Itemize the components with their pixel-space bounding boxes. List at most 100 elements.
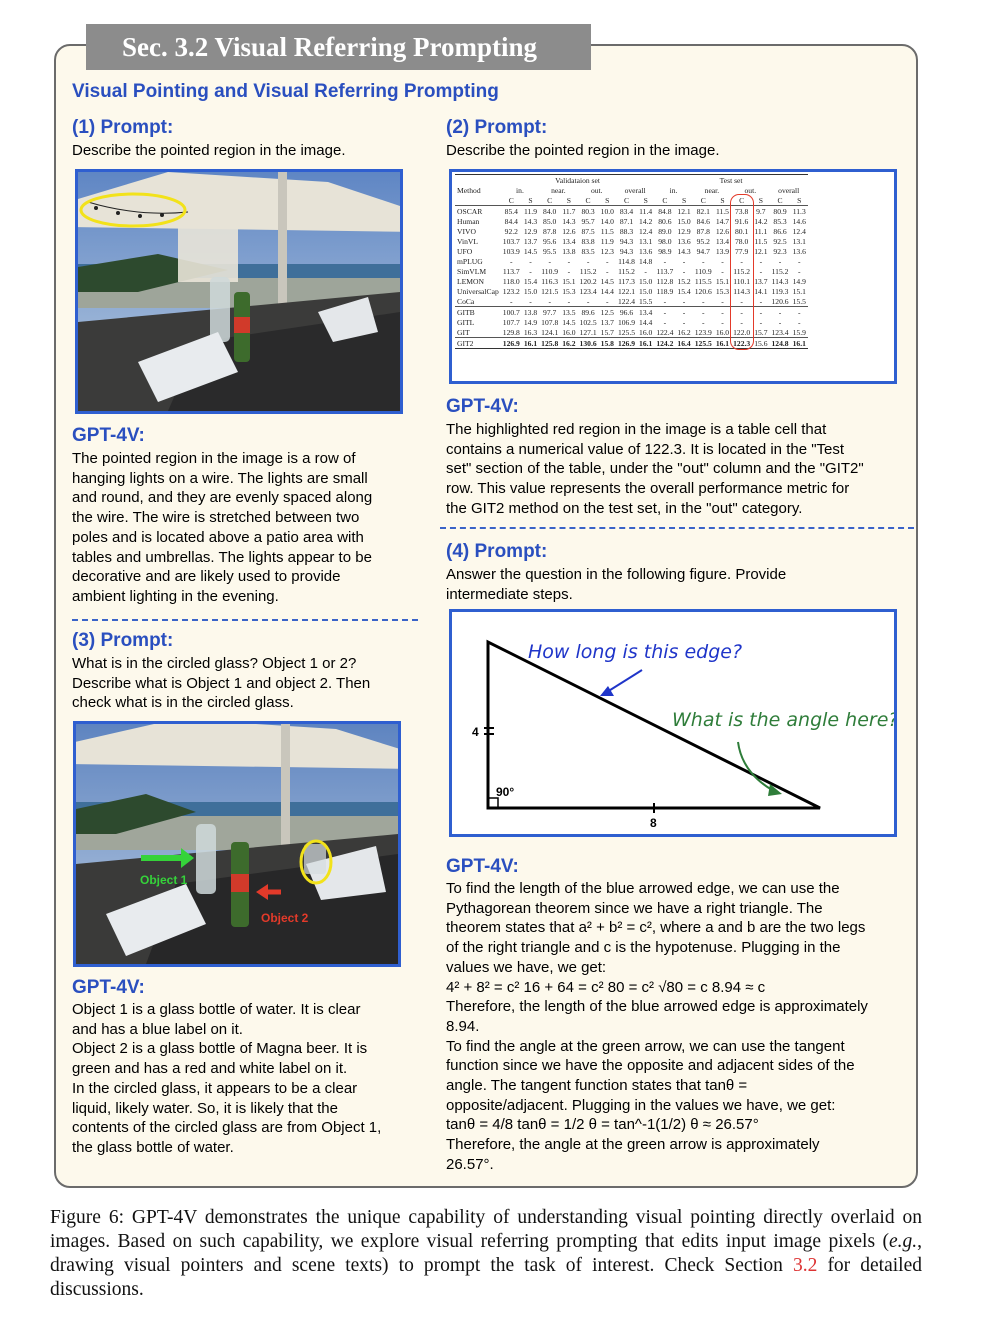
value-cell: - <box>759 266 763 276</box>
val-header: Validataion set <box>500 174 655 185</box>
panel1-prompt-text: Describe the pointed region in the image… <box>72 142 346 159</box>
value-cell: 124.8 <box>769 337 791 349</box>
metric-header: S <box>643 195 648 205</box>
panel1-answer-text: The pointed region in the image is a row… <box>72 450 373 605</box>
table-row: UniversalCap 123.2 15.0 121.5 15.3 123.4 14.4 1… <box>455 286 808 296</box>
metric-header: S <box>605 195 610 205</box>
value-cell: 84.8 <box>654 205 676 216</box>
value-cell: 94.7 <box>696 246 710 256</box>
value-cell: 11.7 <box>560 205 578 216</box>
table-row: GIT 129.8 16.3 124.1 16.0 127.1 15.7 125.5 16.0 1… <box>455 327 808 338</box>
value-cell: - <box>675 306 693 317</box>
value-cell: 92.3 <box>773 246 787 256</box>
value-cell: 115.2 <box>771 266 789 276</box>
value-cell: 83.5 <box>581 246 595 256</box>
value-cell: 82.1 <box>692 205 714 216</box>
table-row: LEMON 118.0 15.4 116.3 15.1 120.2 14.5 117.3 15.… <box>455 276 808 286</box>
value-cell: - <box>797 256 801 266</box>
value-cell: 15.1 <box>562 276 576 286</box>
value-cell: 14.7 <box>715 216 730 226</box>
divider-right <box>440 527 914 529</box>
yellow-circle-glass <box>299 839 333 885</box>
value-cell: - <box>702 256 705 266</box>
value-cell: 77.9 <box>735 246 749 256</box>
value-cell: - <box>731 306 753 317</box>
value-cell: 107.8 <box>541 317 559 327</box>
value-cell: 15.0 <box>523 286 538 296</box>
results-table-image: Method Validataion set Test set in. near.… <box>449 169 897 384</box>
value-cell: 92.5 <box>773 236 787 246</box>
divider-left <box>72 619 418 621</box>
value-cell: 89.0 <box>658 226 672 236</box>
value-cell: 110.1 <box>733 276 751 286</box>
value-cell: 85.4 <box>500 205 522 216</box>
value-cell: 14.2 <box>754 216 768 226</box>
value-cell: 110.9 <box>541 266 559 276</box>
value-cell: 123.9 <box>694 327 712 337</box>
value-cell: 12.1 <box>754 246 768 256</box>
value-cell: 15.7 <box>600 327 614 337</box>
value-cell: 88.3 <box>619 226 634 236</box>
value-cell: - <box>752 306 770 317</box>
value-cell: - <box>682 256 686 266</box>
value-cell: - <box>682 266 686 276</box>
value-cell: 16.1 <box>713 337 732 349</box>
value-cell: 13.5 <box>560 306 578 317</box>
value-cell: - <box>663 317 667 327</box>
value-cell: 117.3 <box>618 276 635 286</box>
value-cell: 124.2 <box>654 337 676 349</box>
value-cell: 73.8 <box>731 205 753 216</box>
value-cell: 9.7 <box>752 205 770 216</box>
value-cell: - <box>606 296 609 306</box>
value-cell: 80.9 <box>769 205 791 216</box>
angle-label-90: 90° <box>496 785 514 799</box>
value-cell: 15.3 <box>715 286 730 296</box>
value-cell: 13.4 <box>562 236 576 246</box>
value-cell: 122.1 <box>617 286 636 296</box>
patio-photo-2: Object 1 Object 2 <box>73 721 401 967</box>
panel3-prompt-text: What is in the circled glass? Object 1 o… <box>72 655 371 712</box>
value-cell: 95.7 <box>581 216 595 226</box>
value-cell: 14.3 <box>677 246 691 256</box>
value-cell: 13.7 <box>523 236 538 246</box>
value-cell: 14.5 <box>523 246 538 256</box>
section-ref-link[interactable]: 3.2 <box>792 1255 818 1276</box>
value-cell: 80.6 <box>658 216 672 226</box>
value-cell: 14.1 <box>754 286 768 296</box>
value-cell: - <box>759 296 763 306</box>
value-cell: - <box>606 266 609 276</box>
object1-label: Object 1 <box>140 873 188 887</box>
value-cell: 83.8 <box>581 236 595 246</box>
value-cell: 87.8 <box>543 226 557 236</box>
panel2-prompt-text: Describe the pointed region in the image… <box>446 142 720 159</box>
value-cell: 16.0 <box>715 327 730 337</box>
value-cell: - <box>682 317 686 327</box>
value-cell: 84.4 <box>504 216 518 226</box>
value-cell: 125.8 <box>539 337 561 349</box>
value-cell: 91.6 <box>735 216 749 226</box>
triangle-figure: 4 8 90° How long is this edge? What is t… <box>449 609 897 837</box>
value-cell: - <box>721 317 724 327</box>
value-cell: 14.9 <box>523 317 538 327</box>
value-cell: 15.2 <box>677 276 691 286</box>
table-row: UFO 103.9 14.5 95.5 13.8 83.5 12.3 94.3 13.6 98.9… <box>455 246 808 256</box>
caption-prefix: Figure 6: GPT-4V demonstrates the unique… <box>50 1207 922 1252</box>
value-cell: 14.3 <box>523 216 538 226</box>
value-cell: 92.2 <box>504 226 518 236</box>
method-cell: GIT <box>457 327 470 337</box>
value-cell: 12.5 <box>598 306 616 317</box>
value-cell: 14.0 <box>600 216 614 226</box>
value-cell: 125.5 <box>692 337 714 349</box>
value-cell: 98.9 <box>658 246 672 256</box>
value-cell: 12.9 <box>677 226 691 236</box>
value-cell: 118.9 <box>656 286 674 296</box>
value-cell: 16.1 <box>790 337 808 349</box>
value-cell: 13.8 <box>521 306 540 317</box>
value-cell: 15.0 <box>639 276 653 286</box>
value-cell: 114.3 <box>771 276 789 286</box>
value-cell: 14.3 <box>562 216 576 226</box>
method-cell: mPLUG <box>457 256 483 266</box>
panel1-answer-heading: GPT-4V: <box>72 425 145 446</box>
value-cell: 121.5 <box>541 286 559 296</box>
value-cell: 16.0 <box>562 327 576 337</box>
